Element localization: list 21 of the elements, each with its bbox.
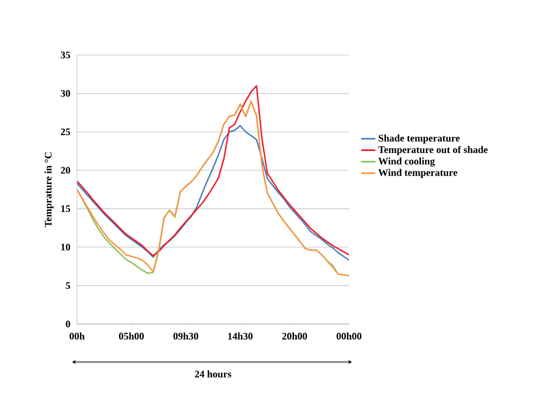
x-tick-label: 09h30	[173, 332, 198, 340]
y-tick-label: 25	[60, 128, 70, 136]
y-tick-label: 5	[66, 282, 70, 289]
x-tick-label: 05h00	[119, 332, 144, 340]
y-tick-label: 0	[66, 320, 70, 328]
y-axis-title: Temprature in °C	[44, 152, 54, 228]
x-tick-label: 20h00	[282, 332, 308, 340]
line-series	[77, 125, 349, 261]
legend-label: Wind cooling	[378, 157, 435, 167]
y-tick-label: 30	[60, 90, 70, 97]
legend-label: Wind temperature	[378, 168, 458, 178]
x-tick-label: 00h	[70, 332, 85, 340]
x-tick-label: 14h30	[228, 332, 253, 340]
legend-label: Shade temperature	[378, 134, 460, 144]
y-tick-label: 20	[60, 166, 70, 174]
x-tick-label: 00h00	[336, 332, 362, 340]
legend-label: Temperature out of shade	[378, 146, 488, 156]
y-tick-label: 10	[61, 244, 70, 250]
y-tick-label: 15	[61, 205, 70, 212]
y-tick-label: 35	[60, 52, 70, 58]
x-axis-title: 24 hours	[194, 370, 232, 378]
